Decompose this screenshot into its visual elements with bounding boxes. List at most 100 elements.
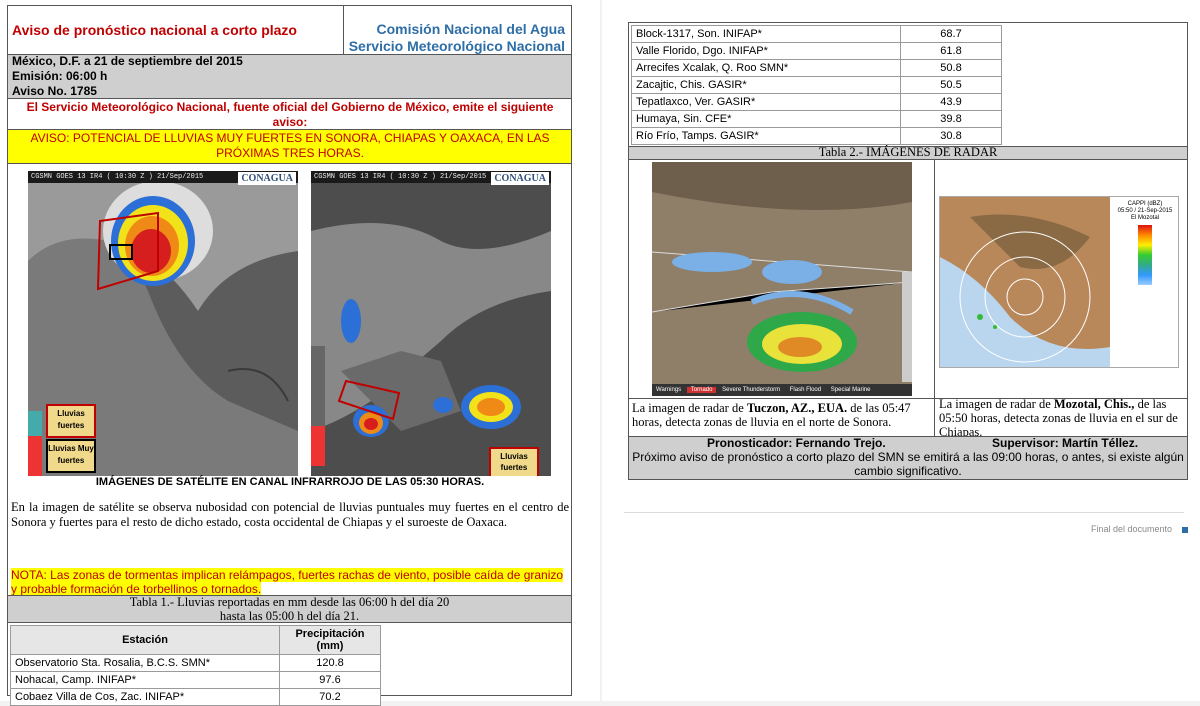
table1-band (8, 595, 571, 623)
satellite-caption: IMÁGENES DE SATÉLITE EN CANAL INFRARROJO… (95, 476, 485, 488)
precip-cell: 61.8 (900, 42, 1002, 60)
radar-tab-marine: Special Marine (830, 387, 871, 393)
table-row: Zacajtic, Chis. GASIR* 50.5 (631, 76, 1002, 94)
table-row: Río Frío, Tamps. GASIR* 30.8 (631, 127, 1002, 145)
radar-image-tucson: Warnings Tornado Severe Thunderstorm Fla… (652, 162, 912, 396)
alert-text: AVISO: POTENCIAL DE LLUVIAS MUY FUERTES … (30, 131, 550, 160)
precip-cell: 50.5 (900, 76, 1002, 94)
end-of-document-label: Final del documento (1090, 524, 1172, 534)
satellite-right-graphic (311, 171, 551, 476)
agency-name: Comisión Nacional del Agua (376, 21, 565, 37)
satellite-image-right: CGSMN GOES 13 IR4 ( 10:30 Z ) 21/Sep/201… (311, 171, 551, 476)
caption-text: La imagen de radar de (632, 401, 747, 415)
caption-bold: Tuczon, AZ., EUA. (746, 401, 848, 415)
note-block: NOTA: Las zonas de tormentas implican re… (11, 568, 569, 596)
page-2-frame (628, 22, 1188, 480)
table-row: Humaya, Sin. CFE* 39.8 (631, 110, 1002, 128)
station-cell: Nohacal, Camp. INIFAP* (10, 671, 280, 689)
caption-text: de las 05:47 horas, detecta zonas de llu… (632, 401, 911, 429)
table2-title: Tabla 2.- IMÁGENES DE RADAR (818, 145, 998, 159)
table1-col-station: Estación (10, 625, 280, 655)
conagua-logo-left: CONAGUA (238, 172, 296, 185)
end-marker-icon (1182, 527, 1188, 533)
radar-mozotal-caption: La imagen de radar de Mozotal, Chis., de… (939, 397, 1185, 439)
radar-grid-divider (934, 160, 935, 436)
satellite-description: En la imagen de satélite se observa nubo… (11, 500, 569, 529)
radar-tab-severe: Severe Thunderstorm (722, 387, 781, 393)
radar-mozotal-site: El Mozotal (1130, 215, 1159, 221)
table-row: Tepatlaxco, Ver. GASIR* 43.9 (631, 93, 1002, 111)
station-cell: Block-1317, Son. INIFAP* (631, 25, 901, 43)
service-name: Servicio Meteorológico Nacional (348, 38, 565, 54)
radar-mozotal-legend: CAPPI (dBZ) 05:50 / 21-Sep-2015 El Mozot… (1112, 201, 1178, 285)
precip-cell: 39.8 (900, 110, 1002, 128)
radar-mozotal-title: CAPPI (dBZ) (1127, 201, 1163, 207)
satellite-left-caption: CGSMN GOES 13 IR4 ( 10:30 Z ) 21/Sep/201… (28, 171, 298, 183)
document-page-2: Block-1317, Son. INIFAP* 68.7 Valle Flori… (602, 0, 1200, 701)
precip-cell: 120.8 (279, 654, 381, 672)
caption-text: La imagen de radar de (939, 397, 1054, 411)
precip-cell: 50.8 (900, 59, 1002, 77)
end-separator (624, 512, 1184, 513)
document-page-1: Aviso de pronóstico nacional a corto pla… (0, 0, 600, 706)
forecaster-name: Pronosticador: Fernando Trejo. (707, 436, 886, 450)
table1-header-row: Estación Precipitación (mm) (10, 625, 381, 655)
precip-cell: 43.9 (900, 93, 1002, 111)
table1: Estación Precipitación (mm) Observatorio… (10, 625, 381, 706)
caption-bold: Mozotal, Chis., (1053, 397, 1135, 411)
table-row: Cobaez Villa de Cos, Zac. INIFAP* 70.2 (10, 688, 381, 706)
legend-lluvias-fuertes-right: Lluvias fuertes (489, 447, 539, 476)
radar-grid-line (629, 398, 1187, 399)
legend-lluvias-fuertes: Lluvias fuertes (46, 404, 96, 438)
next-notice: Próximo aviso de pronóstico a corto plaz… (632, 450, 1184, 478)
radar-tucson-tabs: Warnings Tornado Severe Thunderstorm Fla… (652, 384, 912, 396)
conagua-logo-right: CONAGUA (491, 172, 549, 185)
issue-place-date: México, D.F. a 21 de septiembre del 2015 (12, 54, 243, 68)
station-cell: Humaya, Sin. CFE* (631, 110, 901, 128)
header-divider (343, 6, 344, 54)
legend-lluvias-muy-fuertes: Lluvias Muy fuertes (46, 439, 96, 473)
table1-col-precip: Precipitación (mm) (279, 625, 381, 655)
table1-continued: Block-1317, Son. INIFAP* 68.7 Valle Flori… (631, 25, 1002, 145)
intro-text: El Servicio Meteorológico Nacional, fuen… (26, 100, 554, 129)
table-row: Observatorio Sta. Rosalia, B.C.S. SMN* 1… (10, 654, 381, 672)
footer-band (629, 436, 1187, 479)
station-cell: Cobaez Villa de Cos, Zac. INIFAP* (10, 688, 280, 706)
table1-title: Tabla 1.- Lluvias reportadas en mm desde… (8, 595, 571, 623)
satellite-right-caption: CGSMN GOES 13 IR4 ( 10:30 Z ) 21/Sep/201… (311, 171, 551, 183)
station-cell: Valle Florido, Dgo. INIFAP* (631, 42, 901, 60)
radar-tucson-graphic (652, 162, 912, 396)
station-cell: Arrecifes Xcalak, Q. Roo SMN* (631, 59, 901, 77)
radar-mozotal-time: 05:50 / 21-Sep-2015 (1117, 208, 1173, 214)
table-row: Block-1317, Son. INIFAP* 68.7 (631, 25, 1002, 43)
precip-cell: 68.7 (900, 25, 1002, 43)
alert-band (8, 129, 571, 164)
precip-cell: 30.8 (900, 127, 1002, 145)
notice-title: Aviso de pronóstico nacional a corto pla… (12, 22, 297, 38)
caption-text: de las 05:50 horas, detecta zonas de llu… (939, 397, 1178, 439)
radar-tab-flash-flood: Flash Flood (789, 387, 822, 393)
issue-number: Aviso No. 1785 (12, 84, 97, 98)
issue-emission: Emisión: 06:00 h (12, 69, 108, 83)
table1-title-line1: Tabla 1.- Lluvias reportadas en mm desde… (129, 595, 450, 609)
satellite-image-left: CGSMN GOES 13 IR4 ( 10:30 Z ) 21/Sep/201… (28, 171, 298, 476)
note-text: NOTA: Las zonas de tormentas implican re… (11, 568, 564, 596)
precip-cell: 97.6 (279, 671, 381, 689)
radar-color-scale (1138, 225, 1152, 285)
station-cell: Observatorio Sta. Rosalia, B.C.S. SMN* (10, 654, 280, 672)
table1-title-line2: hasta las 05:00 h del día 21. (219, 609, 360, 623)
table2-band (629, 146, 1187, 160)
supervisor-name: Supervisor: Martín Téllez. (992, 436, 1139, 450)
issue-band (8, 54, 571, 99)
station-cell: Río Frío, Tamps. GASIR* (631, 127, 901, 145)
radar-tab-tornado: Tornado (686, 387, 717, 393)
table-row: Nohacal, Camp. INIFAP* 97.6 (10, 671, 381, 689)
precip-cell: 70.2 (279, 688, 381, 706)
station-cell: Tepatlaxco, Ver. GASIR* (631, 93, 901, 111)
table-row: Arrecifes Xcalak, Q. Roo SMN* 50.8 (631, 59, 1002, 77)
radar-image-mozotal: CAPPI (dBZ) 05:50 / 21-Sep-2015 El Mozot… (939, 196, 1179, 368)
table-row: Valle Florido, Dgo. INIFAP* 61.8 (631, 42, 1002, 60)
radar-tab-warnings: Warnings (656, 387, 682, 393)
radar-tucson-caption: La imagen de radar de Tuczon, AZ., EUA. … (632, 401, 932, 429)
radar-mozotal-graphic (940, 197, 1110, 367)
